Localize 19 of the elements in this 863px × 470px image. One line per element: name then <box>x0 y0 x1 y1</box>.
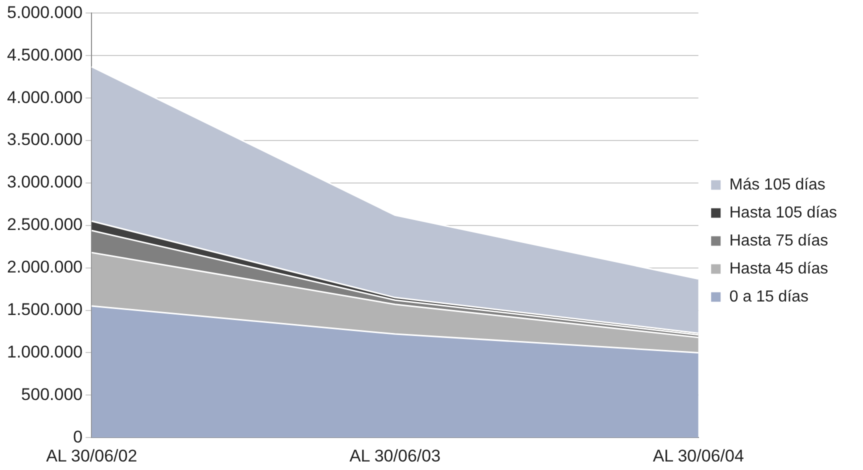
legend-label: Hasta 45 días <box>729 260 828 278</box>
legend-label: Hasta 105 días <box>729 204 837 222</box>
y-tick-label: 3.500.000 <box>6 130 83 150</box>
legend-label: Más 105 días <box>729 176 826 194</box>
y-tick-label: 1.000.000 <box>6 342 83 362</box>
y-tick-label: 4.000.000 <box>6 88 83 107</box>
y-tick-label: 2.500.000 <box>6 215 83 234</box>
y-tick-label: 2.000.000 <box>6 258 83 277</box>
y-tick-label: 3.000.000 <box>6 172 83 192</box>
y-tick-label: 500.000 <box>21 384 83 404</box>
legend-label: 0 a 15 días <box>729 288 809 306</box>
y-tick-label: 1.500.000 <box>6 300 83 319</box>
x-tick-label: AL 30/06/04 <box>652 446 744 466</box>
legend-label: Hasta 75 días <box>729 232 828 250</box>
x-tick-label: AL 30/06/02 <box>46 446 138 466</box>
y-tick-label: 5.000.000 <box>6 2 83 22</box>
x-tick-label: AL 30/06/03 <box>349 446 441 466</box>
y-tick-label: 4.500.000 <box>6 45 83 64</box>
y-tick-label: 0 <box>73 427 83 446</box>
